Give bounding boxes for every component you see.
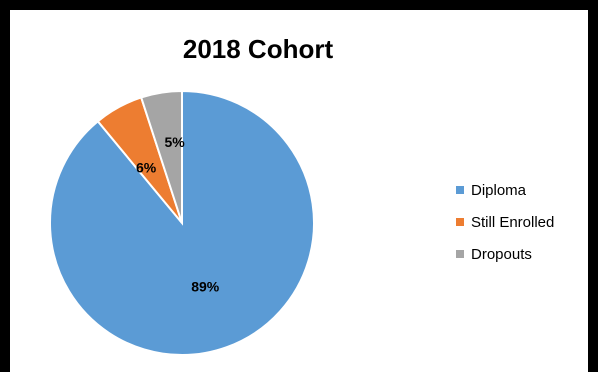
legend-label-still-enrolled: Still Enrolled [471, 213, 555, 231]
legend-label-dropouts: Dropouts [471, 245, 532, 263]
legend-label-diploma: Diploma [471, 181, 527, 199]
pie-slice-dropouts [139, 89, 183, 224]
legend-swatch-still-enrolled [456, 218, 464, 226]
legend-swatch-dropouts [456, 250, 464, 258]
chart-title: 2018 Cohort [182, 34, 334, 64]
data-label-still-enrolled: 6% [136, 159, 157, 175]
data-label-diploma: 89% [191, 278, 220, 294]
legend-item-dropouts: Dropouts [456, 244, 554, 264]
legend-swatch-diploma [456, 186, 464, 194]
legend-item-diploma: Diploma [456, 180, 554, 200]
legend-item-still-enrolled: Still Enrolled [456, 212, 554, 232]
legend: Diploma Still Enrolled Dropouts [456, 180, 554, 276]
data-label-dropouts: 5% [165, 134, 186, 150]
